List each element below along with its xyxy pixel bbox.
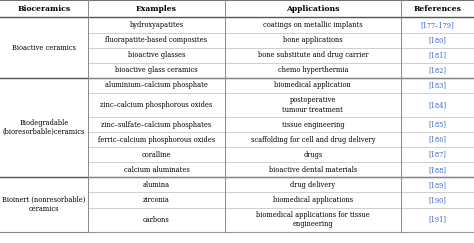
Text: [191]: [191] [428,216,446,224]
Text: Bioactive ceramics: Bioactive ceramics [12,44,76,52]
Text: carbons: carbons [143,216,170,224]
Text: Biodegradable
(bioresorbable)ceramics: Biodegradable (bioresorbable)ceramics [3,119,85,136]
Text: [189]: [189] [428,181,446,189]
Text: [180]: [180] [428,36,446,44]
Text: drugs: drugs [303,151,322,159]
Text: [177–179]: [177–179] [420,21,454,29]
Text: coatings on metallic implants: coatings on metallic implants [263,21,363,29]
Text: coralline: coralline [142,151,171,159]
Text: [185]: [185] [428,121,446,129]
Text: calcium aluminates: calcium aluminates [124,166,189,174]
Text: Bioinert (nonresorbable)
ceramics: Bioinert (nonresorbable) ceramics [2,196,85,213]
Text: biomedical applications: biomedical applications [273,196,353,204]
Text: [181]: [181] [428,51,446,59]
Text: postoperative
tumour treatment: postoperative tumour treatment [283,96,343,113]
Text: [186]: [186] [428,136,446,144]
Text: Bioceramics: Bioceramics [17,5,71,13]
Text: bone substitute and drug carrier: bone substitute and drug carrier [257,51,368,59]
Text: bioactive dental materials: bioactive dental materials [269,166,357,174]
Text: chemo hyperthermia: chemo hyperthermia [278,66,348,74]
Text: [183]: [183] [428,81,446,89]
Text: bioactive glasses: bioactive glasses [128,51,185,59]
Text: [184]: [184] [428,101,447,109]
Text: scaffolding for cell and drug delivery: scaffolding for cell and drug delivery [251,136,375,144]
Text: bone applications: bone applications [283,36,343,44]
Text: alumina: alumina [143,181,170,189]
Text: hydroxyapatites: hydroxyapatites [129,21,183,29]
Text: [188]: [188] [428,166,446,174]
Text: fluorapatite-based composites: fluorapatite-based composites [105,36,208,44]
Text: Examples: Examples [136,5,177,13]
Text: aluminium–calcium phosphate: aluminium–calcium phosphate [105,81,208,89]
Text: tissue engineering: tissue engineering [282,121,344,129]
Text: References: References [413,5,461,13]
Text: zinc–sulfate–calcium phosphates: zinc–sulfate–calcium phosphates [101,121,211,129]
Text: drug delivery: drug delivery [290,181,336,189]
Text: [190]: [190] [428,196,446,204]
Text: bioactive glass ceramics: bioactive glass ceramics [115,66,198,74]
Text: [182]: [182] [428,66,446,74]
Text: ferric–calcium phosphorous oxides: ferric–calcium phosphorous oxides [98,136,215,144]
Text: [187]: [187] [428,151,446,159]
Text: biomedical applications for tissue
engineering: biomedical applications for tissue engin… [256,211,370,228]
Text: biomedical application: biomedical application [274,81,351,89]
Text: zirconia: zirconia [143,196,170,204]
Text: Applications: Applications [286,5,339,13]
Text: zinc–calcium phosphorous oxides: zinc–calcium phosphorous oxides [100,101,212,109]
